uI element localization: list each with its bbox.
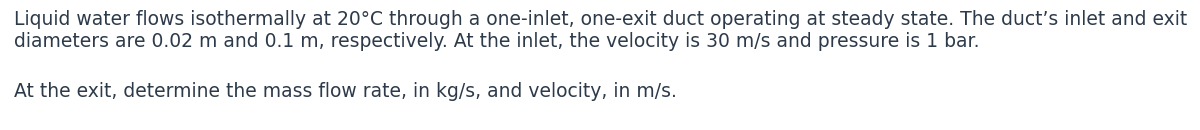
Text: diameters are 0.02 m and 0.1 m, respectively. At the inlet, the velocity is 30 m: diameters are 0.02 m and 0.1 m, respecti… xyxy=(14,32,979,51)
Text: Liquid water flows isothermally at 20°C through a one-inlet, one-exit duct opera: Liquid water flows isothermally at 20°C … xyxy=(14,10,1187,29)
Text: At the exit, determine the mass flow rate, in kg/s, and velocity, in m/s.: At the exit, determine the mass flow rat… xyxy=(14,82,677,101)
